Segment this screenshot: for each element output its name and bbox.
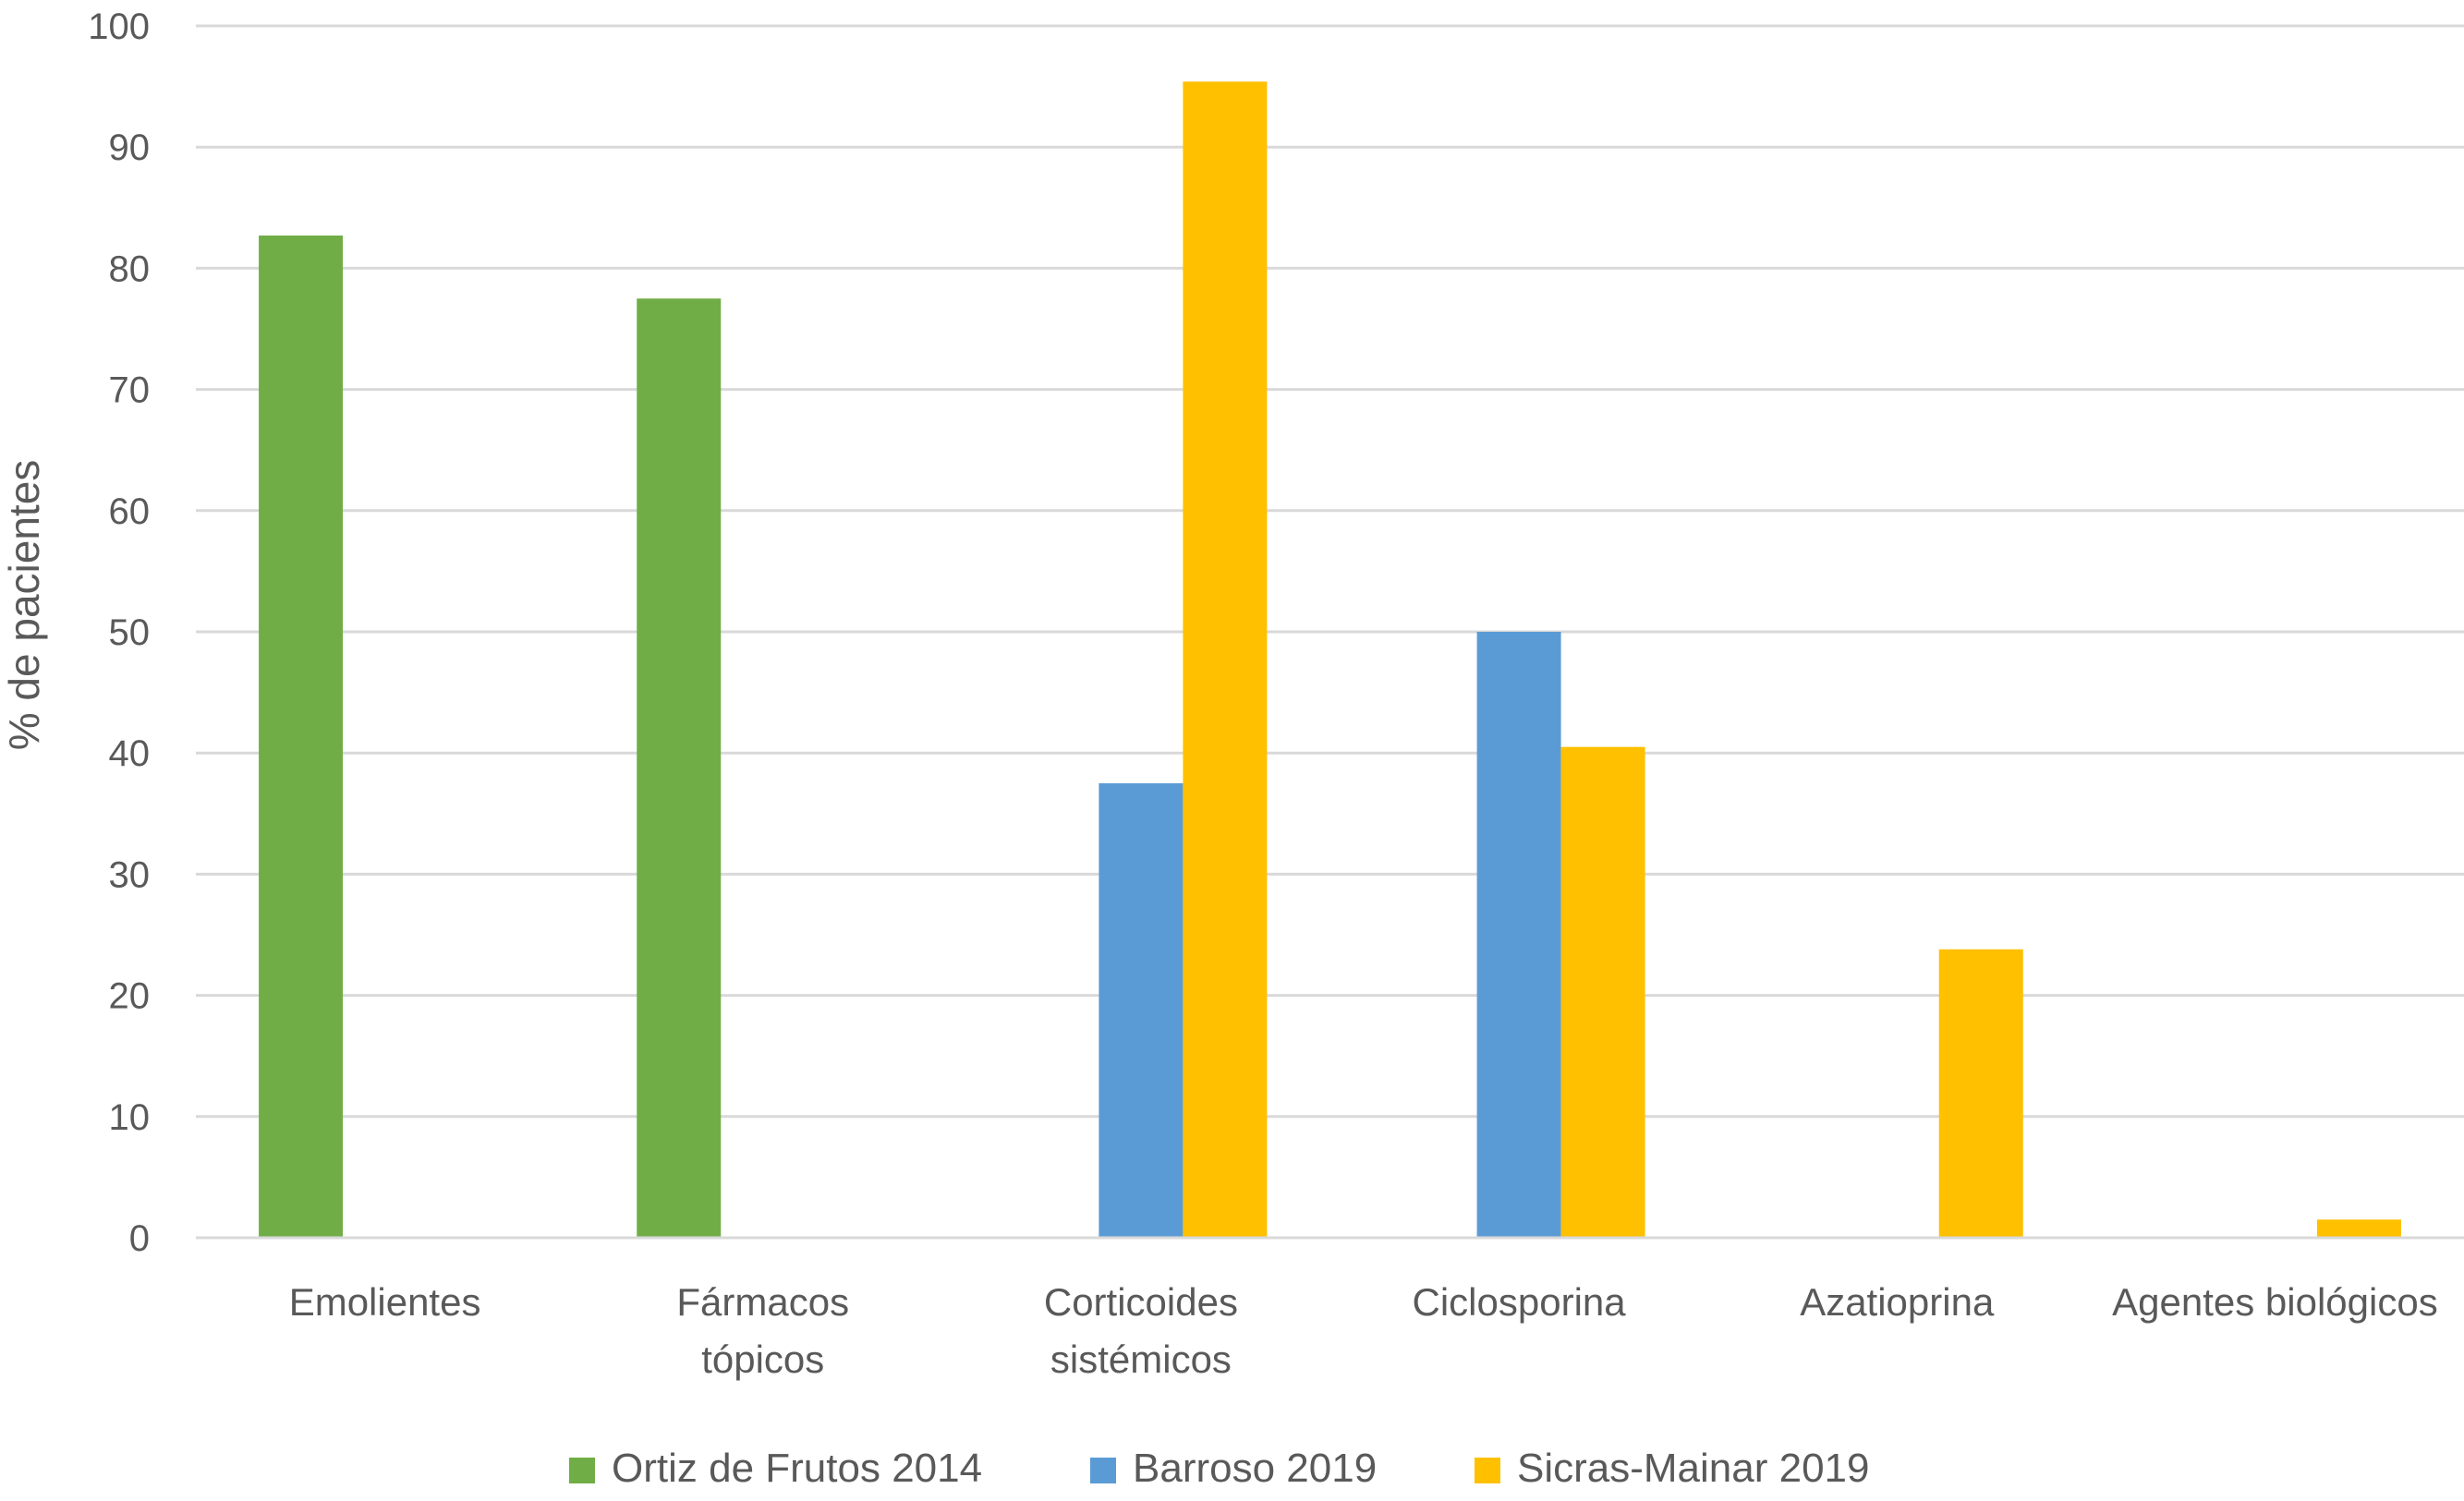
bar <box>1938 949 2023 1238</box>
bar <box>637 298 722 1238</box>
y-tick-label: 70 <box>109 370 151 411</box>
legend-swatch <box>1475 1458 1500 1483</box>
bar <box>1476 632 1561 1238</box>
legend-label: Ortiz de Frutos 2014 <box>612 1446 982 1491</box>
y-tick-label: 50 <box>109 612 151 653</box>
y-tick-label: 100 <box>88 6 150 47</box>
y-tick-label: 0 <box>129 1218 150 1259</box>
legend: Ortiz de Frutos 2014 Barroso 2019 Sicras-M… <box>569 1446 1870 1491</box>
x-tick-label: Agentes biológicos <box>2112 1280 2438 1324</box>
bar <box>1560 746 1645 1238</box>
y-tick-label: 90 <box>109 127 151 168</box>
y-tick-label: 60 <box>109 491 151 532</box>
x-tick-label: sistémicos <box>1050 1338 1232 1381</box>
legend-label: Barroso 2019 <box>1133 1446 1377 1491</box>
legend-swatch <box>569 1458 595 1483</box>
legend-item: Sicras-Mainar 2019 <box>1475 1446 1870 1491</box>
y-axis-title: % de pacientes <box>0 460 48 751</box>
x-axis-categories: Emolientes Fármacos tópicos Corticoides sist… <box>289 1280 2438 1381</box>
bars <box>259 81 2401 1239</box>
gridlines <box>196 24 2464 1119</box>
x-tick-label: Ciclosporina <box>1413 1280 1627 1324</box>
bar <box>1183 81 1268 1238</box>
legend-label: Sicras-Mainar 2019 <box>1517 1446 1870 1491</box>
bar <box>2316 1219 2401 1238</box>
y-axis-ticks: 0 10 20 30 40 50 60 70 80 90 100 <box>88 6 150 1259</box>
legend-item: Ortiz de Frutos 2014 <box>569 1446 982 1491</box>
y-tick-label: 20 <box>109 976 151 1017</box>
x-tick-label: Emolientes <box>289 1280 481 1324</box>
x-tick-label: tópicos <box>701 1338 824 1381</box>
x-tick-label: Azatioprina <box>1800 1280 1995 1324</box>
legend-item: Barroso 2019 <box>1090 1446 1377 1491</box>
bar <box>259 235 344 1239</box>
y-tick-label: 80 <box>109 248 151 289</box>
legend-swatch <box>1090 1458 1116 1483</box>
x-tick-label: Corticoides <box>1044 1280 1238 1324</box>
y-tick-label: 40 <box>109 733 151 774</box>
bar <box>1098 783 1183 1238</box>
x-tick-label: Fármacos <box>676 1280 849 1324</box>
y-tick-label: 30 <box>109 854 151 895</box>
y-tick-label: 10 <box>109 1097 151 1138</box>
